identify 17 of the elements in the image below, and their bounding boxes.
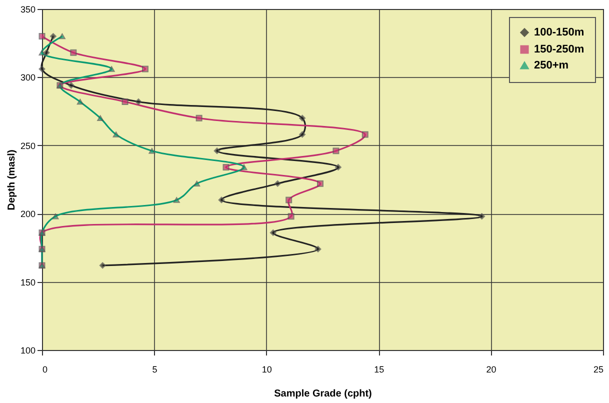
y-tick-label: 200 xyxy=(20,209,36,220)
legend-label: 100-150m xyxy=(534,26,584,38)
x-tick-label: 10 xyxy=(262,364,272,374)
x-axis-title: Sample Grade (cpht) xyxy=(274,388,372,400)
x-tick-label: 15 xyxy=(374,364,384,374)
x-tick-label: 5 xyxy=(152,364,158,374)
y-tick-label: 350 xyxy=(20,4,36,14)
legend-label: 150-250m xyxy=(534,44,584,56)
x-tick-label: 0 xyxy=(42,364,48,374)
y-tick-label: 100 xyxy=(20,346,36,356)
legend-label: 250+m xyxy=(534,60,569,72)
y-tick-label: 250 xyxy=(20,140,36,151)
y-axis-title: Depth (masl) xyxy=(6,150,18,210)
y-tick-label: 150 xyxy=(20,277,36,288)
x-tick-label: 25 xyxy=(593,364,604,374)
x-tick-label: 20 xyxy=(486,364,496,374)
y-tick-label: 300 xyxy=(20,72,36,83)
